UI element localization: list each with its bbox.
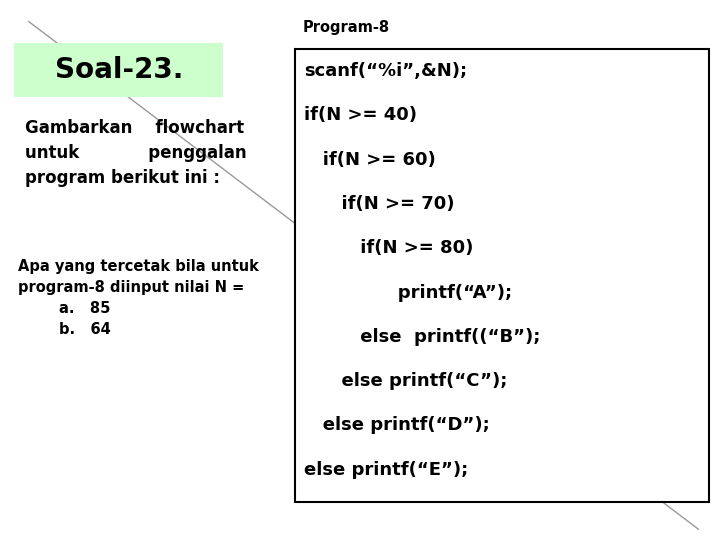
- Text: else  printf((“B”);: else printf((“B”);: [304, 328, 540, 346]
- Text: printf(“A”);: printf(“A”);: [304, 284, 512, 301]
- Text: Soal-23.: Soal-23.: [55, 56, 183, 84]
- Text: else printf(“C”);: else printf(“C”);: [304, 372, 507, 390]
- Text: if(N >= 40): if(N >= 40): [304, 106, 417, 124]
- Text: else printf(“E”);: else printf(“E”);: [304, 461, 468, 478]
- Text: else printf(“D”);: else printf(“D”);: [304, 416, 490, 434]
- Text: Gambarkan    flowchart
untuk            penggalan
program berikut ini :: Gambarkan flowchart untuk penggalan prog…: [25, 119, 247, 187]
- Bar: [295, 49, 709, 502]
- Text: if(N >= 80): if(N >= 80): [304, 239, 473, 257]
- Bar: [14, 43, 223, 97]
- Text: Apa yang tercetak bila untuk
program-8 diinput nilai N =
        a.   85
       : Apa yang tercetak bila untuk program-8 d…: [18, 259, 259, 337]
- Text: if(N >= 60): if(N >= 60): [304, 151, 436, 168]
- Text: if(N >= 70): if(N >= 70): [304, 195, 454, 213]
- Text: scanf(“%i”,&N);: scanf(“%i”,&N);: [304, 62, 467, 80]
- Text: Program-8: Program-8: [302, 20, 390, 35]
